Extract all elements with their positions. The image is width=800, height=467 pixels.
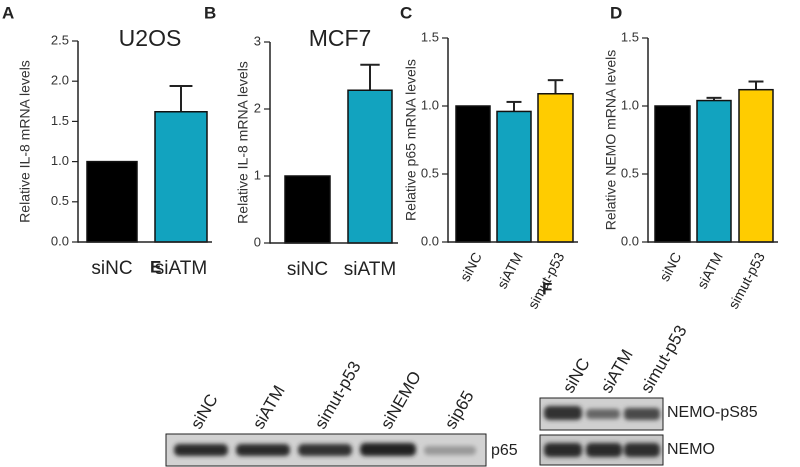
bar: [154, 111, 208, 243]
lane-label: siATM: [597, 346, 637, 396]
x-tick-label: siATM: [155, 258, 207, 279]
y-tick-label: 1: [254, 167, 261, 182]
lane-label: siNEMO: [377, 368, 425, 432]
y-tick-label: 0.5: [421, 165, 439, 180]
y-tick-label: 2: [254, 100, 261, 115]
bar: [284, 175, 331, 244]
panel-letter: E: [150, 257, 161, 276]
y-tick-label: 1.5: [621, 29, 639, 44]
y-tick-label: 3: [254, 33, 261, 48]
lane-label: simut-p53: [637, 322, 691, 396]
lane-label: sip65: [441, 388, 478, 433]
band: [298, 444, 352, 456]
band-label: NEMO-pS85: [667, 404, 758, 421]
panel-letter: B: [204, 3, 216, 22]
bar: [347, 89, 393, 244]
y-tick-label: 0.5: [621, 165, 639, 180]
x-tick-label: siATM: [694, 250, 726, 292]
lane-label: siNC: [559, 355, 594, 396]
y-tick-label: 1.5: [421, 29, 439, 44]
y-tick-label: 0: [254, 234, 261, 249]
blot-bands: [174, 443, 476, 456]
band: [174, 444, 228, 456]
bar: [696, 99, 732, 243]
bar: [455, 105, 491, 243]
x-tick-label: siATM: [344, 259, 396, 280]
y-tick-label: 1.0: [51, 153, 69, 168]
y-tick-label: 2.0: [51, 73, 69, 88]
bar: [738, 88, 774, 243]
band: [586, 409, 620, 419]
y-tick-label: 1.0: [421, 97, 439, 112]
lane-label: simut-p53: [311, 358, 365, 432]
panel-letter: F: [542, 279, 552, 298]
bar: [654, 105, 691, 243]
band-label: NEMO: [667, 441, 715, 458]
band: [624, 443, 660, 457]
y-tick-label: 0.0: [421, 233, 439, 248]
y-tick-label: 0.0: [621, 233, 639, 248]
chart-title: MCF7: [309, 25, 372, 51]
blot-bands: [544, 406, 660, 457]
x-tick-label: siNC: [287, 259, 328, 280]
band: [586, 443, 622, 457]
bar: [537, 93, 574, 243]
y-tick-label: 0.0: [51, 233, 69, 248]
x-tick-label: siNC: [656, 250, 684, 284]
panel-letter: D: [610, 3, 622, 22]
band: [360, 443, 416, 456]
band: [424, 446, 476, 455]
bar: [86, 160, 138, 243]
bar: [496, 110, 532, 243]
y-axis-label: Relative NEMO mRNA levels: [603, 50, 619, 231]
y-tick-label: 1.5: [51, 113, 69, 128]
lane-label: siNC: [187, 391, 222, 432]
x-tick-label: siNC: [457, 250, 485, 284]
panel-letter: C: [400, 3, 412, 22]
y-tick-label: 0.5: [51, 193, 69, 208]
band: [236, 444, 290, 456]
y-axis-label: Relative IL-8 mRNA levels: [17, 60, 33, 223]
y-tick-label: 1.0: [621, 97, 639, 112]
band: [624, 408, 660, 420]
y-tick-label: 2.5: [51, 32, 69, 47]
y-axis-label: Relative IL-8 mRNA levels: [235, 61, 251, 224]
lane-label: siATM: [249, 382, 289, 432]
panel-letter: A: [2, 3, 14, 22]
x-tick-label: siNC: [91, 258, 132, 279]
band-label: p65: [491, 442, 518, 459]
x-tick-label: siATM: [494, 250, 526, 292]
band: [544, 443, 582, 457]
chart-title: U2OS: [119, 25, 182, 51]
x-tick-label: simut-p53: [725, 249, 768, 311]
band: [544, 406, 582, 420]
y-axis-label: Relative p65 mRNA levels: [403, 59, 419, 221]
